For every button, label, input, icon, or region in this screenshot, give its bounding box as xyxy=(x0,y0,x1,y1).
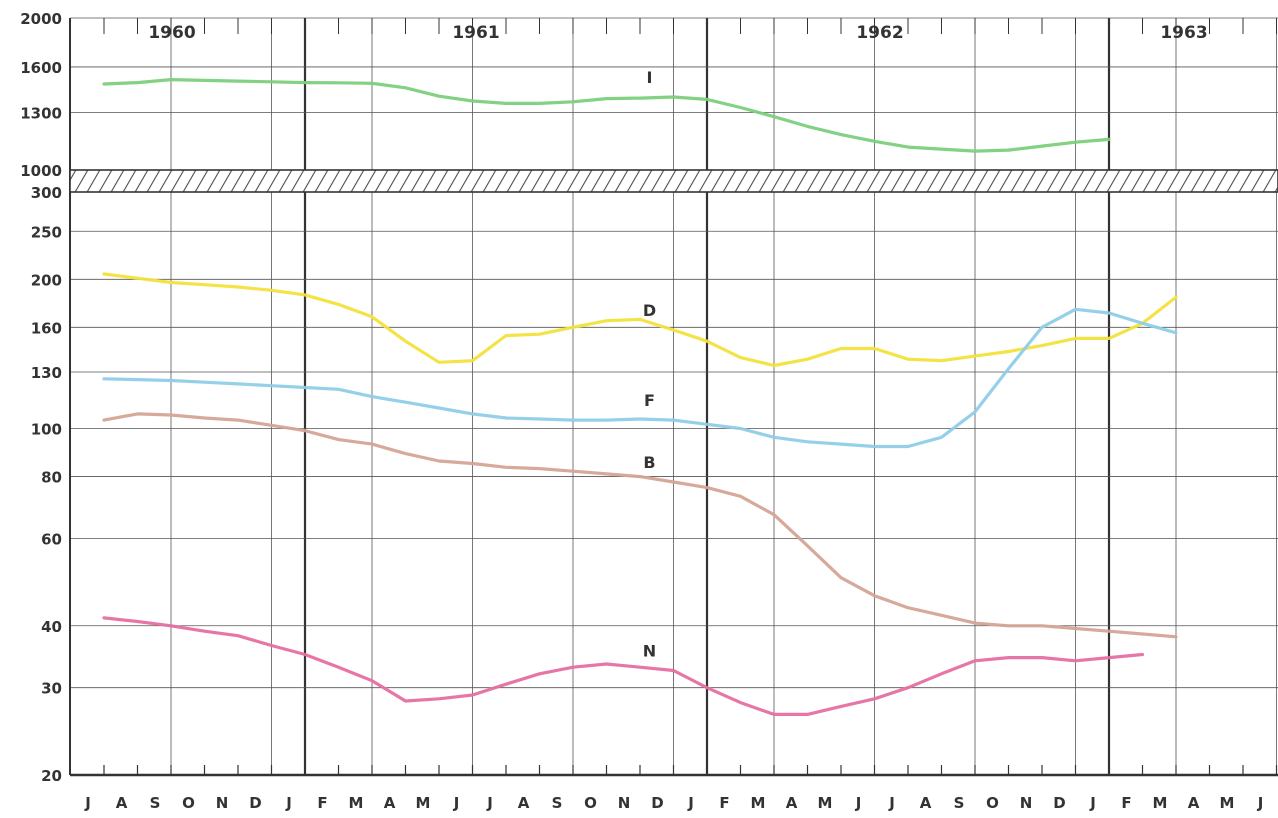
x-tick-label: D xyxy=(651,794,663,812)
x-tick-label: J xyxy=(888,794,895,812)
series-line-F xyxy=(102,307,1178,449)
series-line-B xyxy=(102,412,1178,639)
year-label: 1962 xyxy=(856,23,903,43)
y-tick-label: 1000 xyxy=(20,162,62,180)
year-label: 1963 xyxy=(1160,23,1207,43)
x-tick-label: O xyxy=(182,794,195,812)
x-tick-label: J xyxy=(453,794,460,812)
x-tick-label: M xyxy=(1220,794,1235,812)
y-tick-label: 100 xyxy=(31,421,62,439)
series-line-I xyxy=(102,78,1111,153)
series-line-N xyxy=(102,616,1145,716)
y-tick-label: 40 xyxy=(41,618,62,636)
series-label-N: N xyxy=(643,641,656,660)
y-tick-label: 160 xyxy=(31,319,62,337)
x-tick-label: A xyxy=(384,794,396,812)
series-label-I: I xyxy=(647,68,653,87)
y-tick-label: 30 xyxy=(41,680,62,698)
x-tick-label: M xyxy=(818,794,833,812)
x-tick-label: F xyxy=(1121,794,1131,812)
x-tick-label: M xyxy=(349,794,364,812)
x-tick-label: S xyxy=(150,794,161,812)
x-tick-label: J xyxy=(855,794,862,812)
y-tick-label: 20 xyxy=(41,767,62,785)
x-tick-label: N xyxy=(216,794,229,812)
x-tick-label: A xyxy=(786,794,798,812)
y-tick-label: 200 xyxy=(31,271,62,289)
series-label-F: F xyxy=(644,391,655,410)
x-tick-label: N xyxy=(1020,794,1033,812)
x-tick-label: A xyxy=(116,794,128,812)
series-line-D xyxy=(102,272,1178,368)
x-tick-label: M xyxy=(1153,794,1168,812)
y-tick-label: 80 xyxy=(41,469,62,487)
x-tick-label: A xyxy=(518,794,530,812)
x-tick-label: F xyxy=(719,794,729,812)
x-tick-label: J xyxy=(1089,794,1096,812)
x-tick-label: S xyxy=(954,794,965,812)
x-tick-label: O xyxy=(986,794,999,812)
y-tick-label: 1600 xyxy=(20,59,62,77)
y-tick-label: 60 xyxy=(41,530,62,548)
series-label-B: B xyxy=(643,453,655,472)
axis-break-band xyxy=(69,169,1278,193)
y-tick-label: 1300 xyxy=(20,104,62,122)
x-tick-label: J xyxy=(1257,794,1264,812)
x-tick-label: M xyxy=(751,794,766,812)
x-tick-label: S xyxy=(552,794,563,812)
y-tick-label: 250 xyxy=(31,223,62,241)
x-tick-label: D xyxy=(1053,794,1065,812)
y-tick-label: 2000 xyxy=(20,10,62,28)
x-tick-label: O xyxy=(584,794,597,812)
x-tick-label: A xyxy=(920,794,932,812)
x-tick-label: D xyxy=(249,794,261,812)
x-tick-label: J xyxy=(84,794,91,812)
x-tick-label: A xyxy=(1188,794,1200,812)
series-label-D: D xyxy=(643,301,656,320)
y-tick-label: 300 xyxy=(31,184,62,202)
x-tick-label: J xyxy=(285,794,292,812)
year-label: 1961 xyxy=(452,23,499,43)
x-tick-label: J xyxy=(687,794,694,812)
x-tick-label: M xyxy=(416,794,431,812)
y-tick-label: 130 xyxy=(31,364,62,382)
x-tick-label: F xyxy=(317,794,327,812)
x-tick-label: J xyxy=(486,794,493,812)
x-tick-label: N xyxy=(618,794,631,812)
year-label: 1960 xyxy=(148,23,195,43)
